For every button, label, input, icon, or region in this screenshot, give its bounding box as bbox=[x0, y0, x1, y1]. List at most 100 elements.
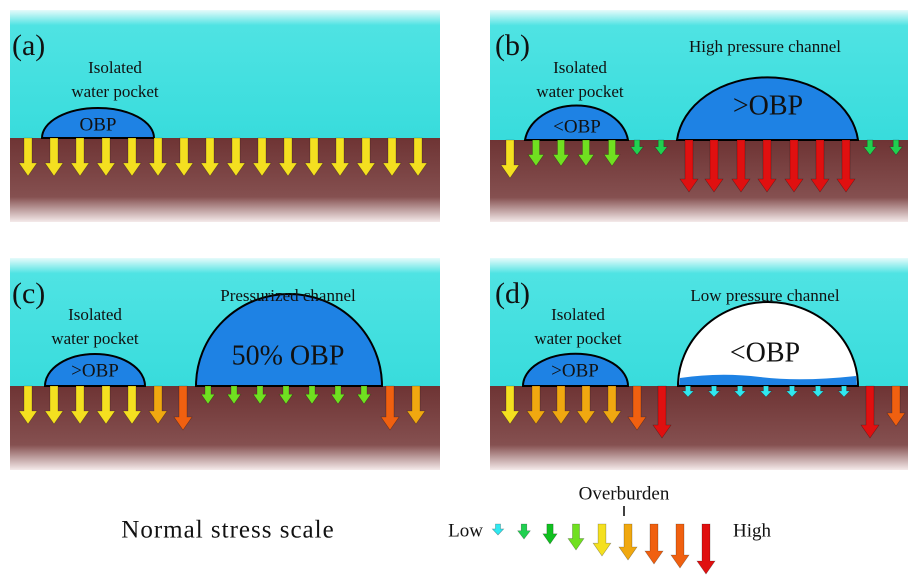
stress-arrow bbox=[500, 385, 520, 425]
water-pocket bbox=[523, 104, 630, 141]
stress-arrow bbox=[148, 137, 168, 177]
stress-arrow bbox=[18, 137, 38, 177]
stress-arrow bbox=[704, 139, 724, 193]
legend-title: Normal stress scale bbox=[121, 517, 334, 544]
stress-arrow bbox=[304, 137, 324, 177]
channel-text: 50% OBP bbox=[232, 340, 345, 371]
pocket-label: Isolated bbox=[68, 305, 122, 324]
water-pocket bbox=[43, 353, 147, 387]
pocket-text: >OBP bbox=[71, 360, 119, 381]
channel-title: Low pressure channel bbox=[690, 286, 839, 305]
panel-label: (a) bbox=[12, 29, 45, 62]
water-pocket bbox=[521, 352, 630, 387]
channel-title: Pressurized channel bbox=[220, 286, 356, 305]
stress-arrow bbox=[174, 137, 194, 177]
stress-arrow bbox=[836, 139, 856, 193]
legend-low: Low bbox=[448, 520, 483, 541]
stress-arrow bbox=[592, 523, 612, 557]
stress-arrow bbox=[811, 385, 825, 398]
stress-arrow bbox=[860, 385, 880, 439]
stress-arrow bbox=[226, 137, 246, 177]
stress-arrow bbox=[356, 385, 372, 405]
legend-reference: Overburden bbox=[579, 483, 670, 504]
stress-arrow bbox=[200, 137, 220, 177]
channel-title: High pressure channel bbox=[689, 37, 841, 56]
stress-arrow bbox=[577, 139, 595, 167]
stress-arrow bbox=[278, 137, 298, 177]
channel-text: <OBP bbox=[730, 337, 800, 368]
stress-arrow bbox=[304, 385, 320, 405]
stress-arrow bbox=[757, 139, 777, 193]
channel bbox=[676, 301, 860, 387]
stress-arrow bbox=[44, 385, 64, 425]
pocket-text: <OBP bbox=[553, 116, 601, 137]
bed bbox=[490, 386, 908, 470]
panel-label: (b) bbox=[495, 29, 530, 62]
stress-arrow bbox=[252, 385, 268, 405]
stress-arrow bbox=[96, 385, 116, 425]
stress-arrow bbox=[542, 523, 558, 545]
bed bbox=[10, 386, 440, 470]
stress-arrow bbox=[491, 523, 505, 536]
channel bbox=[194, 293, 384, 387]
stress-arrow bbox=[252, 137, 272, 177]
stress-arrow bbox=[654, 139, 668, 156]
stress-arrow bbox=[784, 139, 804, 193]
stress-arrow bbox=[408, 137, 428, 177]
stress-arrow bbox=[630, 139, 644, 156]
pocket-label: water pocket bbox=[51, 329, 139, 348]
stress-arrow bbox=[226, 385, 242, 405]
stress-arrow bbox=[785, 385, 799, 398]
pocket-text: OBP bbox=[80, 114, 117, 135]
stress-arrow bbox=[18, 385, 38, 425]
stress-arrow bbox=[517, 523, 531, 540]
stress-arrow bbox=[122, 385, 142, 425]
stress-arrow bbox=[567, 523, 585, 551]
stress-arrow bbox=[173, 385, 193, 431]
panels: (a) Isolated water pocket OBP (b) High p… bbox=[10, 10, 908, 470]
pocket-label: Isolated bbox=[88, 58, 142, 77]
pocket-text: >OBP bbox=[551, 360, 599, 381]
stress-arrow bbox=[526, 385, 546, 425]
stress-arrow bbox=[681, 385, 695, 398]
channel bbox=[675, 76, 860, 141]
stress-arrow bbox=[380, 385, 400, 431]
stress-arrow bbox=[886, 385, 906, 427]
stress-arrow bbox=[278, 385, 294, 405]
stress-arrow bbox=[356, 137, 376, 177]
water-pocket bbox=[40, 107, 156, 139]
pocket-label: Isolated bbox=[551, 305, 605, 324]
stress-arrow bbox=[759, 385, 773, 398]
stress-arrow bbox=[200, 385, 216, 405]
stress-arrow bbox=[551, 385, 571, 425]
stress-arrow bbox=[652, 385, 672, 439]
stress-arrow bbox=[96, 137, 116, 177]
panel-label: (d) bbox=[495, 277, 530, 310]
stress-arrow bbox=[330, 137, 350, 177]
pocket-label: water pocket bbox=[71, 82, 159, 101]
stress-arrow bbox=[44, 137, 64, 177]
panel-label: (c) bbox=[12, 277, 45, 310]
stress-arrow bbox=[527, 139, 545, 167]
stress-arrow bbox=[707, 385, 721, 398]
legend-high: High bbox=[733, 520, 772, 541]
stress-arrow bbox=[644, 523, 664, 565]
stress-arrow bbox=[731, 139, 751, 193]
stress-arrow bbox=[70, 385, 90, 425]
stress-arrow bbox=[330, 385, 346, 405]
stress-arrow bbox=[70, 137, 90, 177]
stress-arrow bbox=[627, 385, 647, 431]
stress-arrow bbox=[837, 385, 851, 398]
legend: Normal stress scale Low Overburden High bbox=[121, 483, 771, 543]
stress-arrow bbox=[679, 139, 699, 193]
bed bbox=[10, 138, 440, 222]
pocket-label: water pocket bbox=[536, 82, 624, 101]
channel-text: >OBP bbox=[733, 90, 803, 121]
stress-arrow bbox=[889, 139, 903, 156]
stress-arrow bbox=[810, 139, 830, 193]
stress-arrow bbox=[382, 137, 402, 177]
stress-arrow bbox=[670, 523, 690, 569]
stress-arrow bbox=[733, 385, 747, 398]
stress-arrow bbox=[148, 385, 168, 425]
